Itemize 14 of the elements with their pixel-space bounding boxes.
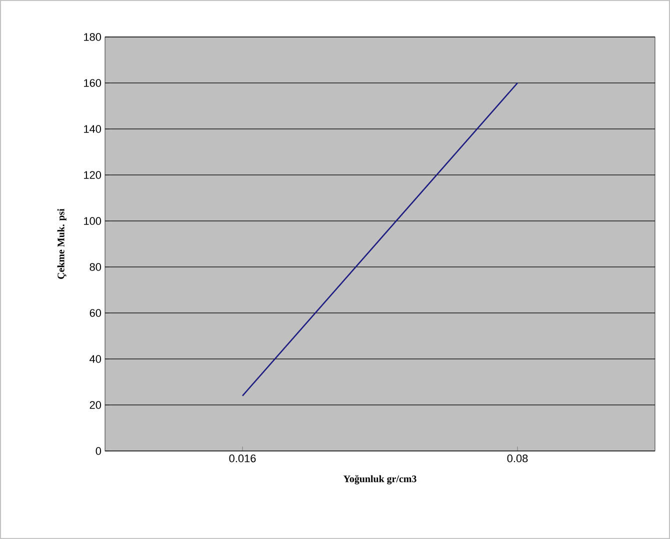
y-axis-title: Çekme Muk. psi: [57, 208, 66, 279]
y-tick-label: 100: [84, 217, 102, 225]
y-tick-label: 140: [84, 125, 102, 133]
x-tick-label: 0.08: [507, 454, 528, 462]
y-tick-label: 0: [96, 447, 102, 455]
y-tick-label: 180: [84, 33, 102, 41]
y-tick-label: 120: [84, 171, 102, 179]
x-axis-title: Yoğunluk gr/cm3: [344, 475, 416, 484]
y-tick-label: 60: [90, 309, 102, 317]
y-tick-label: 20: [90, 401, 102, 409]
x-tick-label: 0.016: [229, 454, 256, 462]
y-tick-label: 40: [90, 355, 102, 363]
y-tick-label: 80: [90, 263, 102, 271]
y-tick-label: 160: [84, 79, 102, 87]
